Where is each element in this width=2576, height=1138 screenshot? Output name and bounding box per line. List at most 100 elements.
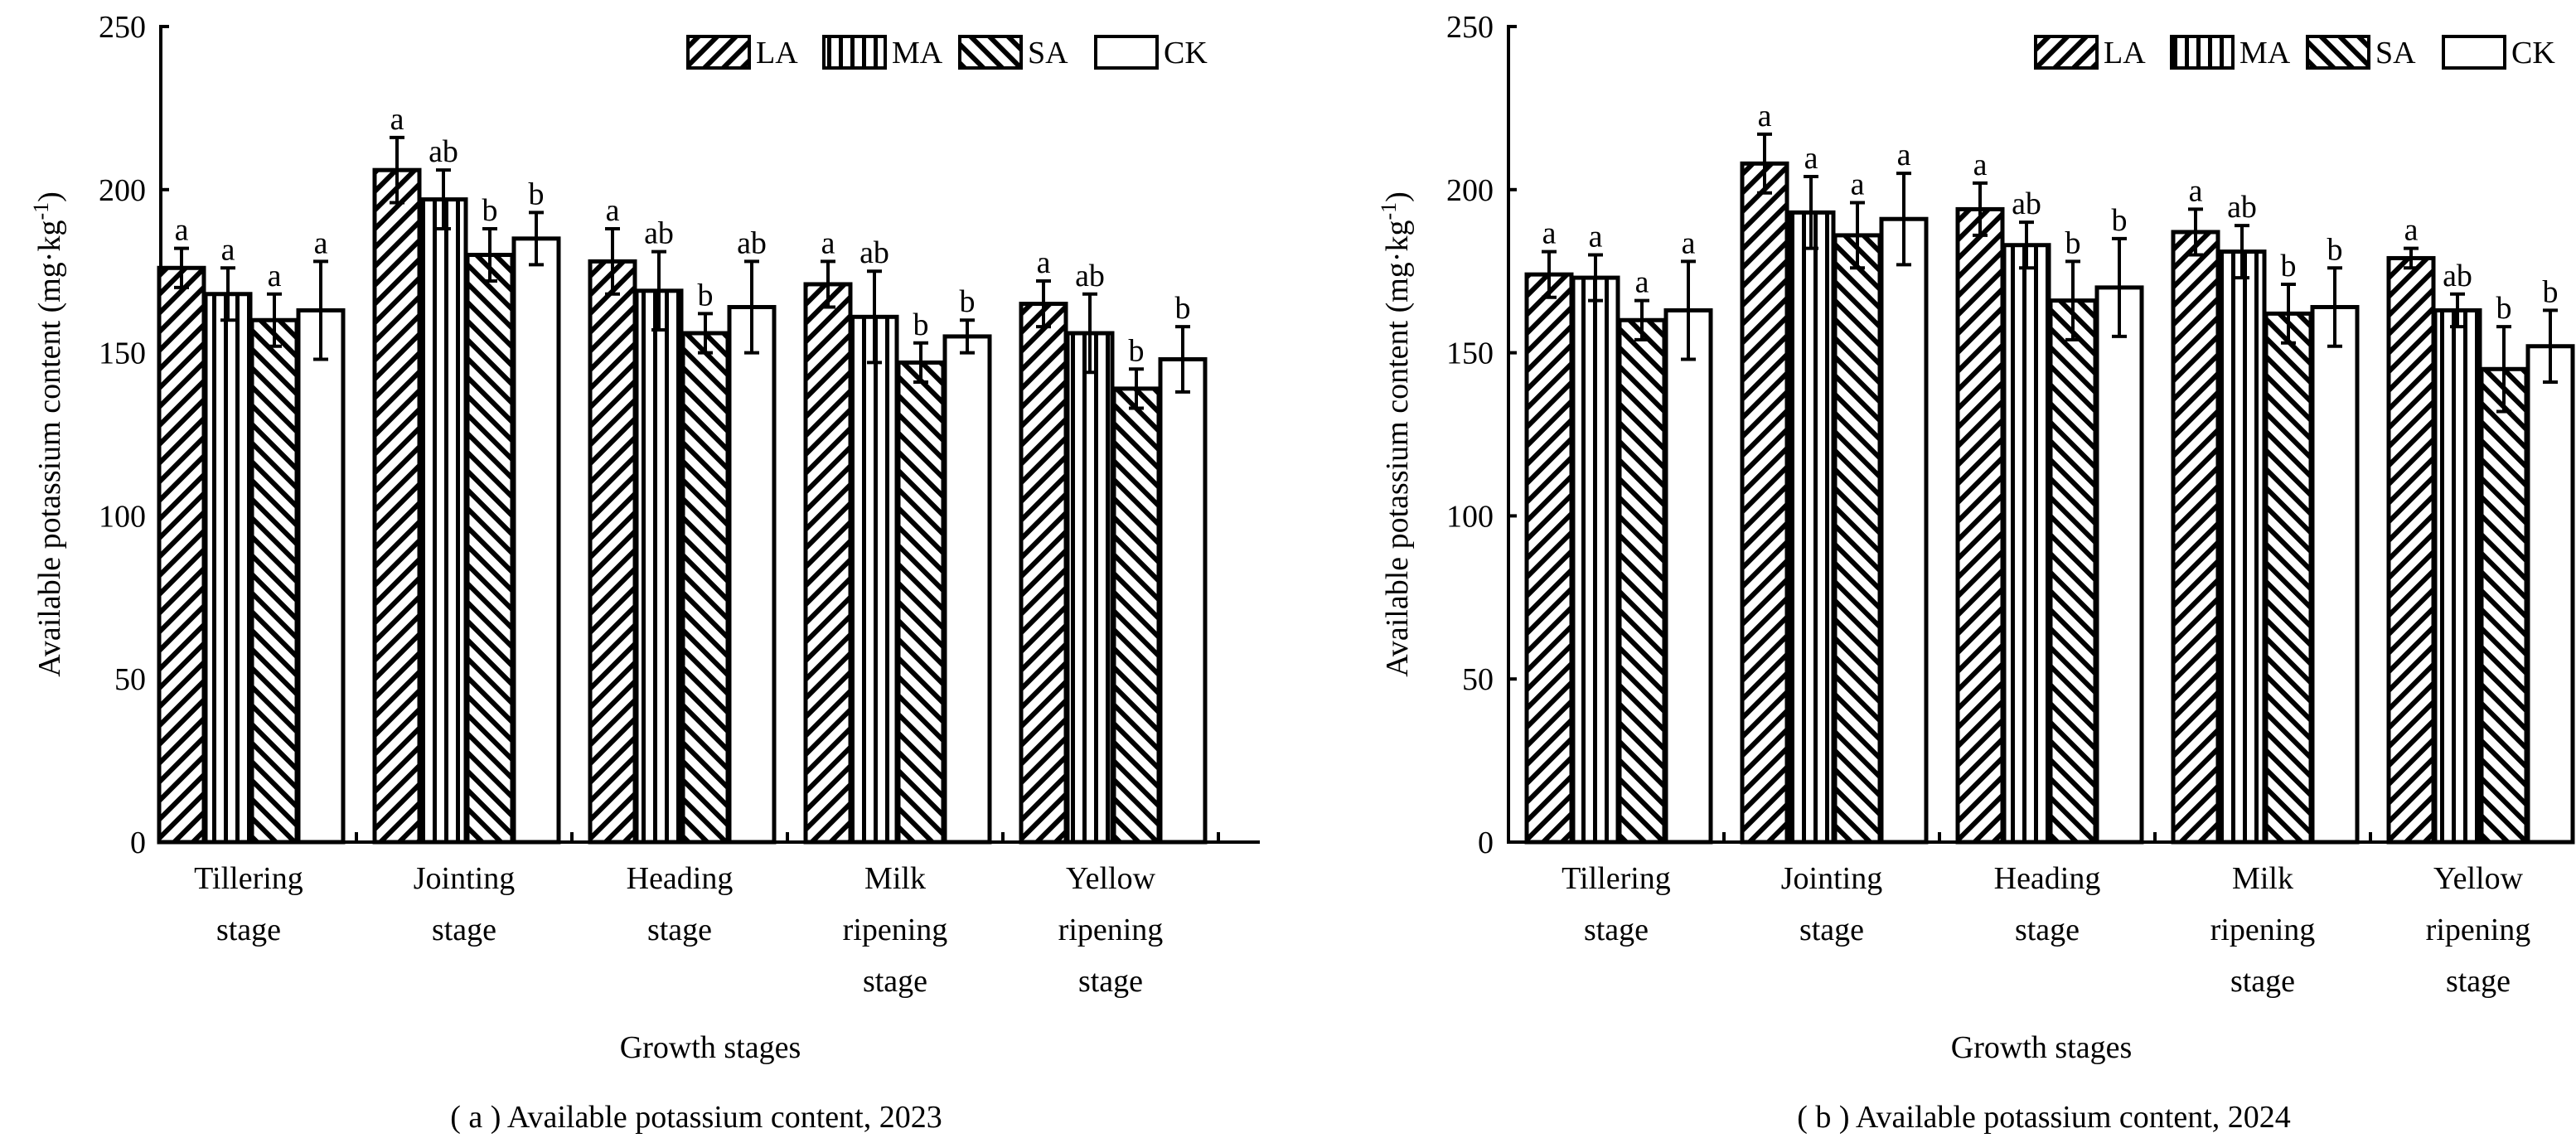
legend-swatch-ma: [822, 35, 887, 70]
x-category-label: ripening: [843, 913, 948, 947]
legend-swatch-sa: [2306, 35, 2370, 70]
y-tick-label: 250: [99, 10, 146, 45]
significance-letter: a: [314, 225, 328, 260]
y-tick-label: 200: [1446, 173, 1494, 208]
bar-la: [2386, 255, 2436, 845]
bar-ma: [1065, 331, 1115, 845]
x-category-label: stage: [2446, 964, 2511, 999]
significance-letter: ab: [2443, 259, 2472, 293]
legend-label-la: LA: [756, 36, 798, 70]
y-tick-label: 100: [99, 499, 146, 534]
x-category-label: Jointing: [1781, 861, 1882, 896]
chart-panel-2023: 0 50 100 150 200 250 Available potassium conte…: [29, 10, 1260, 1135]
bar-ck: [1663, 308, 1713, 845]
bar-sa: [249, 317, 299, 845]
legend-swatch-la: [686, 35, 751, 70]
significance-letter: a: [1851, 167, 1865, 202]
y-axis-label: Available potassium content (mg·kg-1): [1377, 191, 1415, 677]
y-axis-label-end: ): [1380, 191, 1415, 202]
legend-label-la: LA: [2104, 36, 2146, 70]
y-tick-label: 50: [114, 662, 146, 697]
significance-letter: a: [1542, 216, 1557, 251]
bar-la: [1740, 161, 1789, 845]
significance-letter: a: [1589, 220, 1603, 254]
x-category-label: stage: [863, 964, 927, 999]
significance-letter: b: [1175, 291, 1191, 326]
significance-letter: b: [2327, 232, 2343, 267]
bar-la: [588, 259, 637, 845]
x-category-label: Yellow: [1066, 861, 1156, 896]
bar-ck: [1879, 216, 1929, 845]
bar-la: [372, 167, 422, 845]
significance-letter: a: [821, 225, 835, 260]
significance-letter: a: [1973, 148, 1988, 182]
bar-ma: [1571, 275, 1620, 845]
bar-ma: [850, 314, 899, 845]
bar-sa: [1833, 233, 1882, 845]
significance-letter: b: [913, 308, 929, 342]
bar-sa: [2048, 298, 2098, 845]
y-tick-label: 100: [1446, 499, 1494, 534]
significance-letter: b: [2543, 274, 2559, 309]
bar-ma: [634, 288, 684, 845]
significance-letter: ab: [1075, 259, 1105, 293]
x-category-label: stage: [2015, 913, 2080, 947]
legend-label-ck: CK: [2511, 36, 2555, 70]
significance-letter: b: [2496, 291, 2512, 326]
significance-letter: a: [221, 232, 235, 267]
significance-letter: a: [2404, 213, 2419, 248]
y-axis-label-sup: -1: [29, 202, 53, 220]
x-category-label: stage: [1799, 913, 1864, 947]
y-axis-label: Available potassium content (mg·kg-1): [29, 191, 67, 677]
x-axis-label: Growth stages: [1951, 1030, 2132, 1065]
legend-label-ma: MA: [2239, 36, 2291, 70]
significance-letter: b: [2281, 249, 2297, 283]
significance-letter: b: [698, 278, 714, 312]
bar-ma: [2002, 243, 2051, 845]
bar-sa: [2479, 366, 2529, 845]
x-category-label: Tillering: [194, 861, 303, 896]
significance-letter: a: [2189, 173, 2203, 208]
significance-letter: a: [175, 213, 189, 248]
significance-letter: a: [1682, 225, 1696, 260]
bar-sa: [680, 331, 730, 845]
bar-ma: [203, 292, 253, 845]
significance-letter: ab: [859, 235, 889, 270]
x-category-label: Jointing: [414, 861, 515, 896]
significance-letter: a: [1758, 99, 1772, 133]
significance-letter: ab: [737, 225, 767, 260]
x-category-label: Heading: [1994, 861, 2101, 896]
y-axis-label-text: Available potassium content (mg·kg: [32, 220, 67, 677]
legend-swatch-la: [2034, 35, 2099, 70]
significance-letter: a: [606, 193, 620, 228]
x-category-label: ripening: [1058, 913, 1164, 947]
significance-letter: ab: [2227, 190, 2257, 225]
y-axis-label-text: Available potassium content (mg·kg: [1380, 220, 1415, 677]
bar-la: [1955, 206, 2005, 845]
y-tick-label: 200: [99, 173, 146, 208]
y-tick-label: 0: [130, 826, 146, 860]
significance-letter: b: [960, 284, 976, 319]
x-category-label: stage: [2230, 964, 2295, 999]
chart-caption: ( b ) Available potassium content, 2024: [1797, 1100, 2291, 1135]
x-category-label: ripening: [2210, 913, 2316, 947]
bar-ck: [1158, 356, 1208, 845]
legend-label-sa: SA: [1028, 36, 1068, 70]
significance-letter: b: [1129, 333, 1145, 368]
significance-letter: b: [482, 193, 498, 228]
x-category-label: stage: [216, 913, 281, 947]
y-tick-label: 0: [1478, 826, 1494, 860]
x-category-label: ripening: [2426, 913, 2531, 947]
legend-swatch-ck: [1094, 35, 1159, 70]
bar-la: [157, 265, 206, 845]
x-category-label: stage: [1078, 964, 1143, 999]
bar-la: [1019, 302, 1068, 845]
significance-letter: ab: [429, 134, 458, 169]
chart-panel-2024: 0 50 100 150 200 250 Available potassium conte…: [1377, 10, 2575, 1135]
bar-la: [803, 282, 853, 845]
y-axis-label-end: ): [32, 191, 67, 202]
bar-ck: [296, 308, 346, 845]
significance-letter: b: [529, 177, 545, 211]
legend-label-sa: SA: [2375, 36, 2416, 70]
y-axis-label-sup: -1: [1377, 202, 1401, 220]
